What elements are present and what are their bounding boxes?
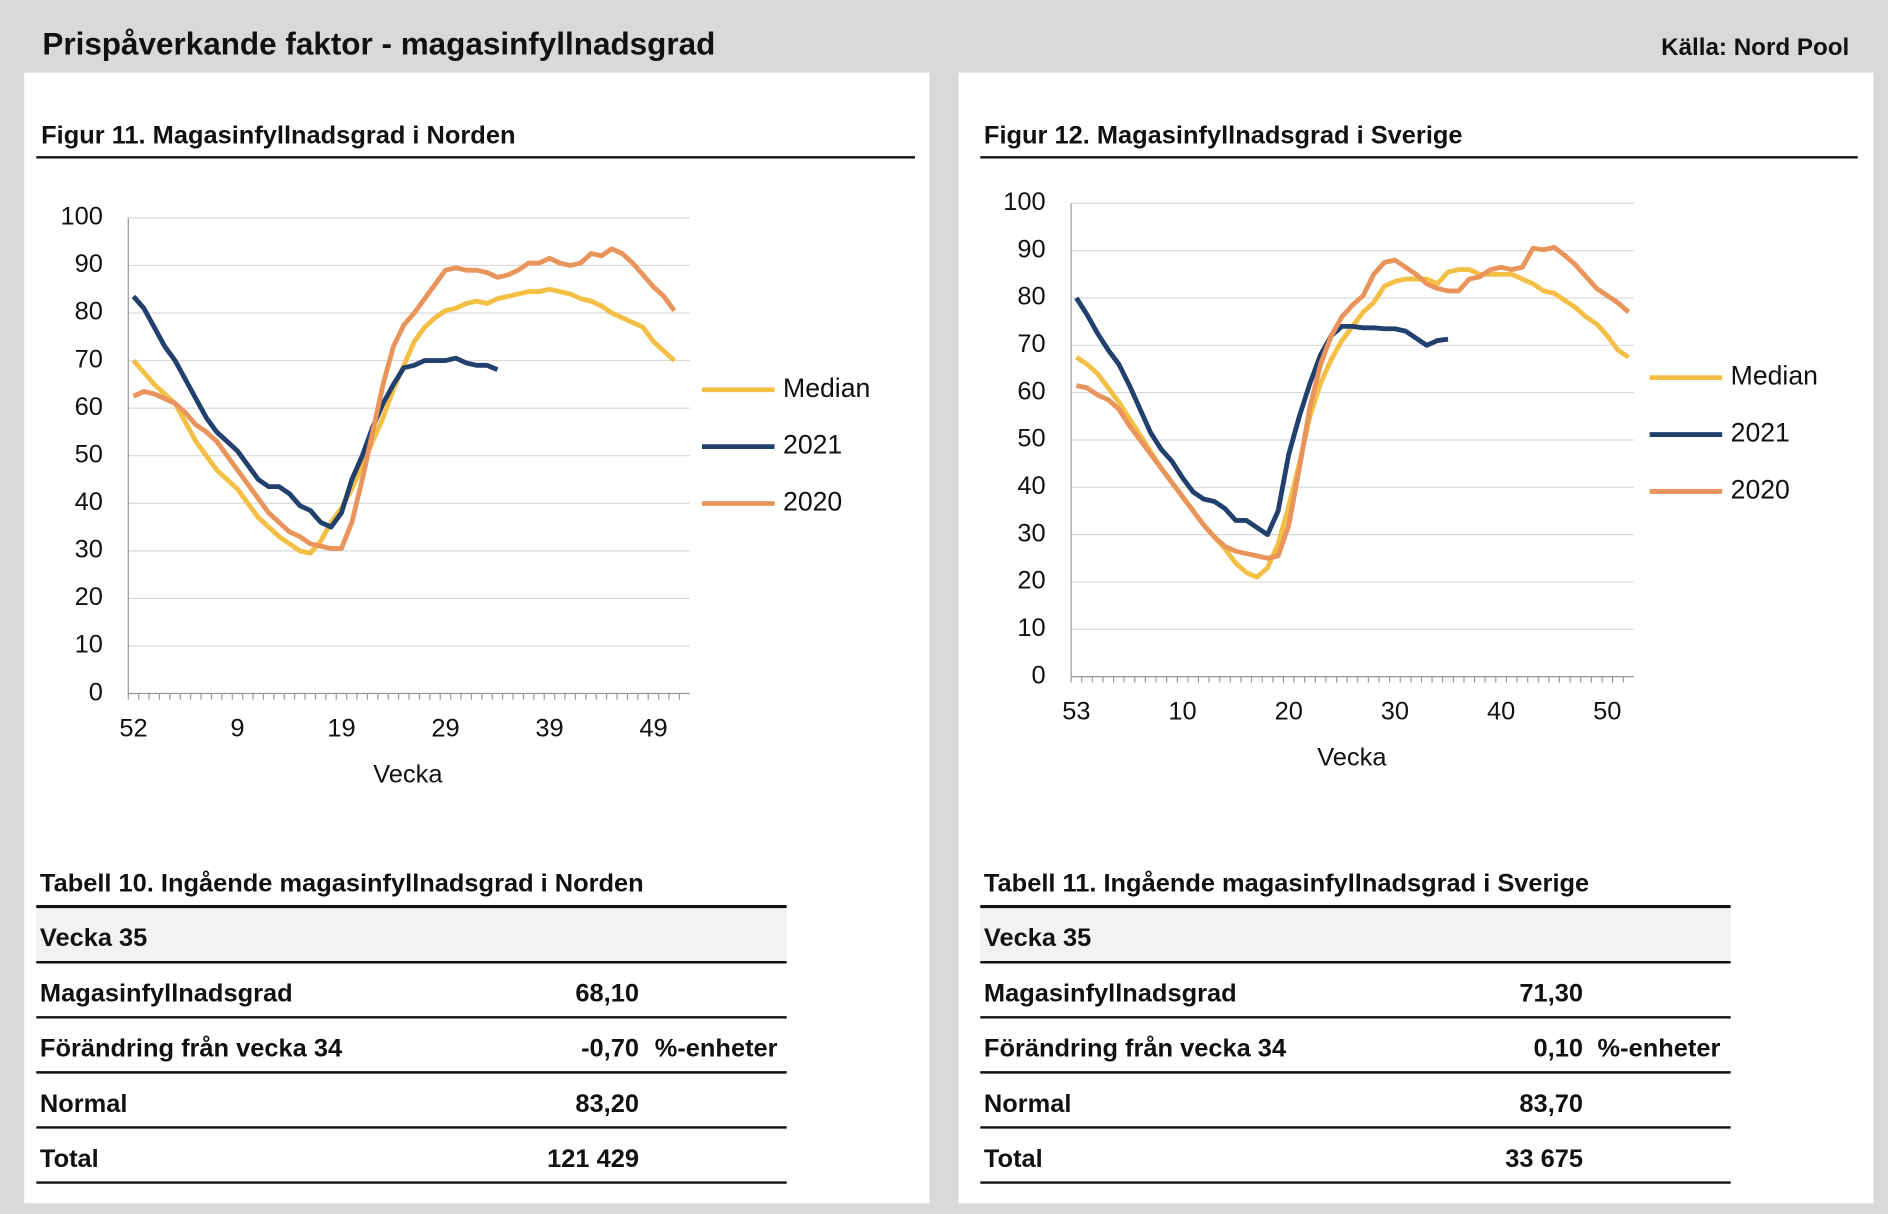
row-value: 83,20 [575,1090,639,1118]
y-tick-label: 50 [75,440,103,468]
y-tick-label: 40 [75,488,103,516]
row-label: Förändring från vecka 34 [984,1035,1286,1063]
x-tick-label: 29 [431,715,459,743]
y-tick-label: 0 [1032,661,1046,689]
chart-title: Figur 12. Magasinfyllnadsgrad i Sverige [984,121,1463,149]
table-title: Tabell 10. Ingående magasinfyllnadsgrad … [40,869,644,897]
row-label: Magasinfyllnadsgrad [984,980,1237,1008]
table-header: Vecka 35 [984,924,1091,952]
legend-label: Median [783,373,870,403]
series-line [1074,296,1449,538]
x-tick-label: 52 [119,715,147,743]
series-line [131,294,499,530]
row-label: Total [40,1145,99,1173]
row-label: Magasinfyllnadsgrad [40,980,293,1008]
y-tick-label: 80 [1017,283,1045,311]
x-tick-label: 20 [1275,698,1303,726]
right-panel [958,72,1874,1204]
row-value: -0,70 [581,1035,639,1063]
x-tick-label: 40 [1487,698,1515,726]
source: Källa: Nord Pool [1661,34,1849,61]
x-tick-label: 49 [639,715,667,743]
table-header: Vecka 35 [40,924,147,952]
row-value: 71,30 [1519,980,1583,1008]
series-line [132,246,677,551]
x-tick-label: 10 [1168,698,1196,726]
y-tick-label: 80 [75,298,103,326]
y-tick-label: 10 [75,631,103,659]
row-value: 121 429 [547,1145,639,1173]
legend-label: 2020 [1731,474,1790,504]
row-value: 33 675 [1505,1145,1583,1173]
y-tick-label: 70 [75,345,103,373]
legend-label: 2021 [1731,418,1790,448]
y-tick-label: 60 [1017,377,1045,405]
y-tick-label: 70 [1017,330,1045,358]
row-label: Total [984,1145,1043,1173]
x-tick-label: 30 [1381,698,1409,726]
row-label: Normal [40,1090,128,1118]
row-value: 83,70 [1519,1090,1583,1118]
x-tick-label: 19 [327,715,355,743]
row-unit: %-enheter [1598,1035,1721,1063]
row-label: Normal [984,1090,1072,1118]
header-shade [36,906,787,963]
row-label: Förändring från vecka 34 [40,1035,342,1063]
x-tick-label: 50 [1593,698,1621,726]
y-tick-label: 60 [75,393,103,421]
legend-label: Median [1731,361,1818,391]
y-tick-label: 10 [1017,614,1045,642]
y-tick-label: 100 [60,203,102,231]
row-value: 0,10 [1534,1035,1583,1063]
table-title: Tabell 11. Ingående magasinfyllnadsgrad … [984,869,1589,897]
y-tick-label: 30 [1017,519,1045,547]
x-tick-label: 39 [535,715,563,743]
y-tick-label: 30 [75,536,103,564]
legend-label: 2021 [783,430,842,460]
header-shade [980,906,1731,963]
series-line [1075,244,1631,561]
y-tick-label: 50 [1017,425,1045,453]
y-tick-label: 0 [89,678,103,706]
y-tick-label: 20 [1017,567,1045,595]
row-value: 68,10 [575,980,639,1008]
page-title: Prispåverkande faktor - magasinfyllnadsg… [42,26,715,61]
y-tick-label: 100 [1003,188,1045,216]
x-tick-label: 9 [230,715,244,743]
row-unit: %-enheter [655,1035,778,1063]
chart-title: Figur 11. Magasinfyllnadsgrad i Norden [41,121,515,149]
y-tick-label: 90 [75,250,103,278]
y-tick-label: 20 [75,583,103,611]
x-axis-label: Vecka [1317,744,1387,772]
x-axis-label: Vecka [373,761,443,789]
y-tick-label: 90 [1017,235,1045,263]
left-panel [24,72,930,1204]
x-tick-label: 53 [1062,698,1090,726]
legend-label: 2020 [783,487,842,517]
y-tick-label: 40 [1017,472,1045,500]
